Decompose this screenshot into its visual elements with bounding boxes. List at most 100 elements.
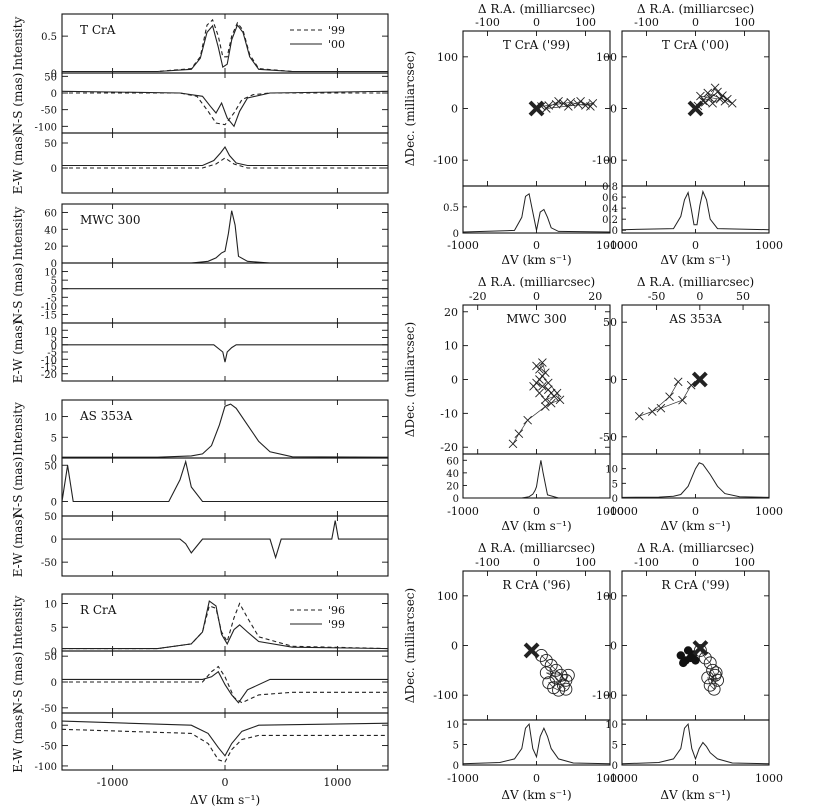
spectrum-line [621, 722, 770, 765]
data-point-x [586, 102, 595, 111]
data-point-x [691, 371, 708, 388]
series-line-99 [62, 600, 389, 650]
data-point-open [544, 658, 558, 672]
y-tick-label: 0.5 [41, 32, 57, 43]
data-point-open [693, 644, 707, 657]
series-line-99 [62, 670, 388, 704]
spectrum-y-tick-label: 10 [605, 720, 618, 731]
y-tick-label: 50 [44, 139, 57, 150]
data-point-x [528, 100, 545, 117]
spectrum-frame [462, 185, 611, 234]
x-axis-title: ΔV (km s⁻¹) [501, 788, 571, 802]
panel-frame [61, 132, 389, 194]
data-point-x [554, 96, 563, 106]
object-label: T CrA ('00) [662, 38, 729, 52]
data-point-x [523, 642, 540, 659]
spectrum-y-tick-label: 20 [446, 481, 459, 492]
data-point-x [696, 91, 705, 101]
spectrum-y-tick-label: 5 [453, 741, 459, 752]
y-tick-label: -5 [47, 293, 57, 304]
panel-frame [61, 262, 389, 324]
panel: 50 0 -50 E-W (mas) [11, 512, 389, 577]
panel-y-label: N-S (mas) [11, 263, 25, 324]
data-point-x [715, 94, 725, 104]
spectrum-y-tick-label: 10 [605, 465, 618, 476]
data-point-x [718, 91, 727, 100]
data-point-x [687, 100, 704, 117]
spectrum-y-tick-label: 10 [446, 720, 459, 731]
spectrum-y-tick-label: 0.6 [602, 193, 618, 204]
spectrum-y-tick-label: 0 [612, 494, 618, 505]
legend-label: '00 [328, 38, 345, 51]
data-point-x [576, 96, 585, 106]
data-point-x [692, 640, 709, 656]
y-tick-label: -50 [41, 558, 57, 569]
top-tick-label: -100 [634, 16, 659, 29]
trajectory [512, 361, 561, 444]
data-point-x [564, 102, 573, 111]
top-tick-label: 0 [533, 556, 540, 569]
data-point-open [703, 656, 717, 670]
data-point-x [700, 97, 710, 107]
top-axis-title: Δ R.A. (milliarcsec) [637, 2, 754, 16]
spectrum-line [621, 462, 770, 498]
spectrum-y-tick-label: 0.8 [602, 182, 618, 193]
data-point-open [559, 682, 573, 696]
y-tick-label: 50 [44, 652, 57, 663]
top-axis-title: Δ R.A. (milliarcsec) [478, 541, 595, 555]
y-tick-label: -15 [41, 363, 57, 374]
top-tick-label: 0 [696, 290, 703, 303]
spectrum-y-tick-label: 0.4 [602, 204, 618, 215]
series-line-96 [62, 665, 388, 704]
y-tick-label: 0 [51, 678, 57, 689]
top-tick-label: 0 [692, 16, 699, 29]
data-point-open [711, 673, 724, 687]
panel: 0 20 40 60 Intensity MWC 300 [11, 203, 389, 270]
y-tick-label: 10 [44, 413, 57, 424]
panel: 0 0.5 Intensity T CrA '99'00 [11, 13, 389, 80]
x-tick-label: 0 [692, 772, 699, 785]
x-tick-label: 1000 [323, 776, 351, 789]
x-tick-label: 1000 [755, 505, 783, 518]
x-tick-label: 0 [222, 776, 229, 789]
x-axis-title: ΔV (km s⁻¹) [501, 253, 571, 267]
data-point-x [523, 415, 532, 425]
data-point-open [701, 671, 715, 685]
panel-frame [61, 322, 389, 382]
y-tick-label: 0 [610, 103, 617, 116]
legend-label: '99 [328, 618, 345, 631]
data-point-x [703, 88, 713, 98]
data-point-x [647, 407, 657, 416]
panel-y-label: N-S (mas) [11, 457, 25, 518]
spectrum-y-tick-label: 0.2 [602, 215, 618, 226]
data-point-x [566, 97, 576, 107]
data-point-x [634, 411, 644, 421]
series-line-96 [62, 602, 389, 650]
scatter-frame [462, 304, 611, 455]
spectrum-y-tick-label: 0 [453, 761, 459, 772]
data-point-x [656, 403, 666, 413]
spectrum-line [462, 192, 611, 233]
y-tick-label: 10 [44, 268, 57, 279]
dec-axis-title: ΔDec. (milliarcsec) [403, 588, 417, 703]
top-tick-label: 50 [736, 290, 750, 303]
y-tick-label: 0 [51, 721, 57, 732]
spectrum-y-tick-label: 0 [612, 761, 618, 772]
x-tick-label: 1000 [755, 772, 783, 785]
x-tick-label: 1000 [596, 239, 624, 252]
y-tick-label: -10 [41, 355, 57, 366]
data-point-x [555, 395, 565, 405]
spectrum-frame [462, 719, 611, 766]
y-tick-label: -50 [599, 431, 617, 444]
panel-y-label: N-S (mas) [11, 73, 25, 134]
top-tick-label: 100 [575, 556, 596, 569]
y-tick-label: 50 [44, 72, 57, 83]
x-axis-title: ΔV (km s⁻¹) [660, 519, 730, 533]
y-tick-label: 0 [51, 647, 57, 658]
